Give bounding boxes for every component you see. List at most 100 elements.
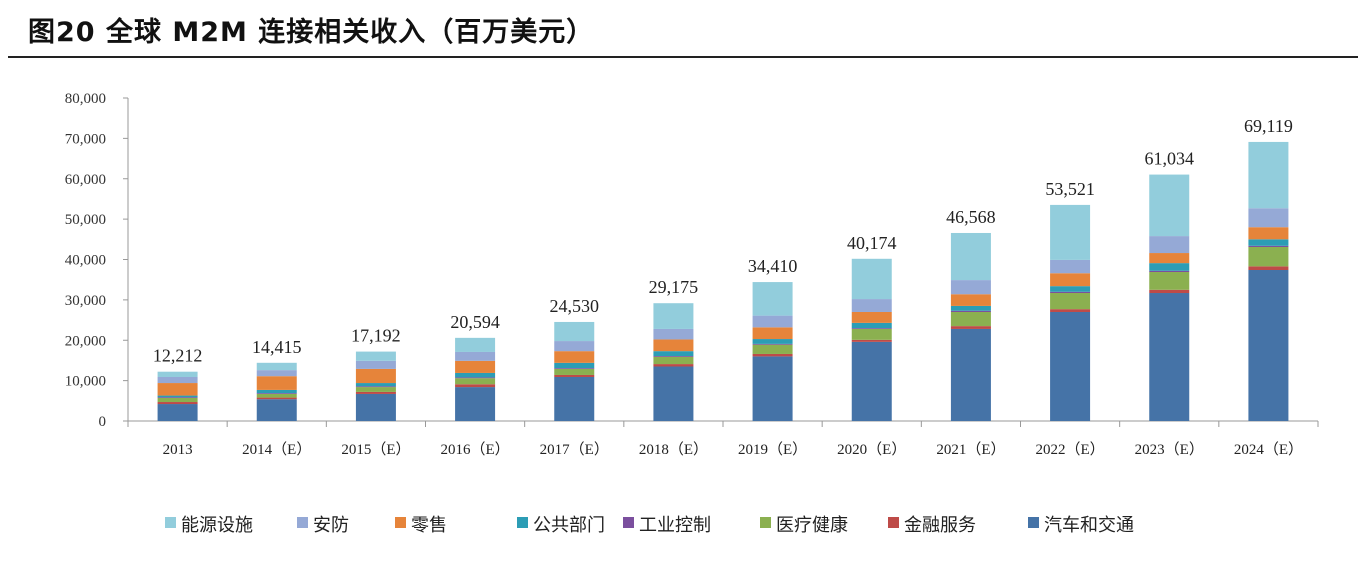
- total-label: 20,594: [450, 312, 500, 332]
- legend-swatch: [297, 517, 308, 528]
- bar-segment-2: [355, 387, 396, 392]
- total-label: 69,119: [1244, 116, 1293, 136]
- x-tick-label: 2023（E）: [1135, 441, 1204, 458]
- bar-segment-7: [1050, 204, 1091, 260]
- bar-segment-0: [256, 399, 297, 421]
- bar-segment-0: [355, 393, 396, 421]
- bar-segment-4: [653, 351, 694, 356]
- bar-segment-4: [256, 389, 297, 394]
- bar-segment-1: [1050, 309, 1091, 312]
- bar-segment-3: [1050, 291, 1091, 294]
- bar-segment-7: [554, 321, 595, 342]
- bar-segment-4: [355, 383, 396, 387]
- bar-segment-1: [554, 374, 595, 377]
- bar-segment-1: [851, 339, 892, 342]
- bar-segment-2: [554, 368, 595, 375]
- x-tick-label: 2020（E）: [837, 441, 906, 458]
- bar-segment-0: [554, 376, 595, 421]
- bar-segment-6: [1248, 208, 1289, 228]
- bar-segment-4: [455, 372, 496, 378]
- bar-segment-4: [1248, 239, 1289, 246]
- bar-segment-5: [554, 351, 595, 363]
- bar-segment-5: [653, 339, 694, 352]
- total-label: 17,192: [351, 326, 401, 346]
- legend-label: 安防: [313, 515, 349, 536]
- bar-segment-1: [256, 397, 297, 400]
- legend-label: 公共部门: [533, 515, 605, 536]
- bar-segment-7: [653, 303, 694, 329]
- bar-segment-2: [752, 344, 793, 354]
- total-label: 61,034: [1145, 149, 1195, 169]
- bar-segment-1: [157, 402, 198, 405]
- bar-segment-3: [851, 328, 892, 329]
- bar-segment-3: [554, 368, 595, 369]
- bar-segment-7: [455, 337, 496, 352]
- bar-segment-5: [355, 368, 396, 384]
- bar-segment-6: [851, 299, 892, 312]
- bar-segment-3: [157, 397, 198, 398]
- bar-segment-5: [851, 311, 892, 323]
- x-tick-label: 2022（E）: [1035, 441, 1104, 458]
- bar-segment-3: [1248, 245, 1289, 247]
- bar-segment-1: [653, 364, 694, 367]
- bar-segment-4: [554, 362, 595, 369]
- bar-segment-2: [653, 356, 694, 365]
- bar-segment-7: [1149, 174, 1190, 237]
- legend-swatch: [165, 517, 176, 528]
- bar-segment-5: [1149, 253, 1190, 264]
- legend-swatch: [760, 517, 771, 528]
- bar-segment-2: [157, 397, 198, 403]
- bar-segment-1: [1248, 266, 1289, 270]
- bar-segment-4: [1149, 263, 1190, 271]
- bar-segment-2: [950, 311, 991, 327]
- x-tick-label: 2019（E）: [738, 441, 807, 458]
- x-tick-label: 2015（E）: [341, 441, 410, 458]
- bar-segment-2: [1248, 246, 1289, 267]
- legend-label: 工业控制: [639, 515, 711, 536]
- bar-segment-7: [752, 282, 793, 316]
- bar-segment-3: [355, 386, 396, 388]
- bar-segment-6: [554, 341, 595, 352]
- bar-segment-6: [455, 351, 496, 361]
- bar-segment-6: [1149, 236, 1190, 254]
- x-tick-label: 2018（E）: [639, 441, 708, 458]
- y-tick-label: 40,000: [65, 253, 106, 269]
- y-tick-label: 30,000: [65, 293, 106, 309]
- bar-segment-0: [455, 387, 496, 421]
- legend-swatch: [395, 517, 406, 528]
- bar-segment-6: [355, 360, 396, 369]
- y-tick-label: 10,000: [65, 374, 106, 390]
- bar-segment-4: [1050, 286, 1091, 292]
- total-label: 24,530: [550, 296, 600, 316]
- bar-segment-3: [950, 310, 991, 312]
- total-label: 34,410: [748, 256, 798, 276]
- bar-segment-6: [1050, 259, 1091, 274]
- legend-swatch: [623, 517, 634, 528]
- legend-label: 金融服务: [904, 515, 976, 536]
- bar-segment-0: [851, 341, 892, 421]
- bar-segment-6: [157, 376, 198, 384]
- bar-segment-5: [455, 360, 496, 373]
- bar-segment-0: [950, 328, 991, 421]
- bar-segment-7: [355, 351, 396, 361]
- bar-segment-0: [1248, 269, 1289, 421]
- x-tick-label: 2021（E）: [936, 441, 1005, 458]
- title-divider: [8, 56, 1358, 58]
- bar-segment-0: [653, 366, 694, 421]
- legend-label: 零售: [411, 515, 447, 536]
- x-tick-label: 2014（E）: [242, 441, 311, 458]
- x-tick-label: 2017（E）: [540, 441, 609, 458]
- bar-segment-1: [752, 353, 793, 357]
- bar-segment-5: [157, 383, 198, 396]
- bar-segment-3: [455, 377, 496, 379]
- legend-swatch: [1028, 517, 1039, 528]
- y-tick-label: 70,000: [65, 131, 106, 147]
- bar-segment-5: [1050, 273, 1091, 287]
- y-tick-label: 60,000: [65, 172, 106, 188]
- bar-segment-6: [752, 315, 793, 328]
- legend-swatch: [888, 517, 899, 528]
- total-label: 14,415: [252, 337, 302, 357]
- bar-segment-3: [752, 343, 793, 345]
- bar-segment-4: [950, 305, 991, 311]
